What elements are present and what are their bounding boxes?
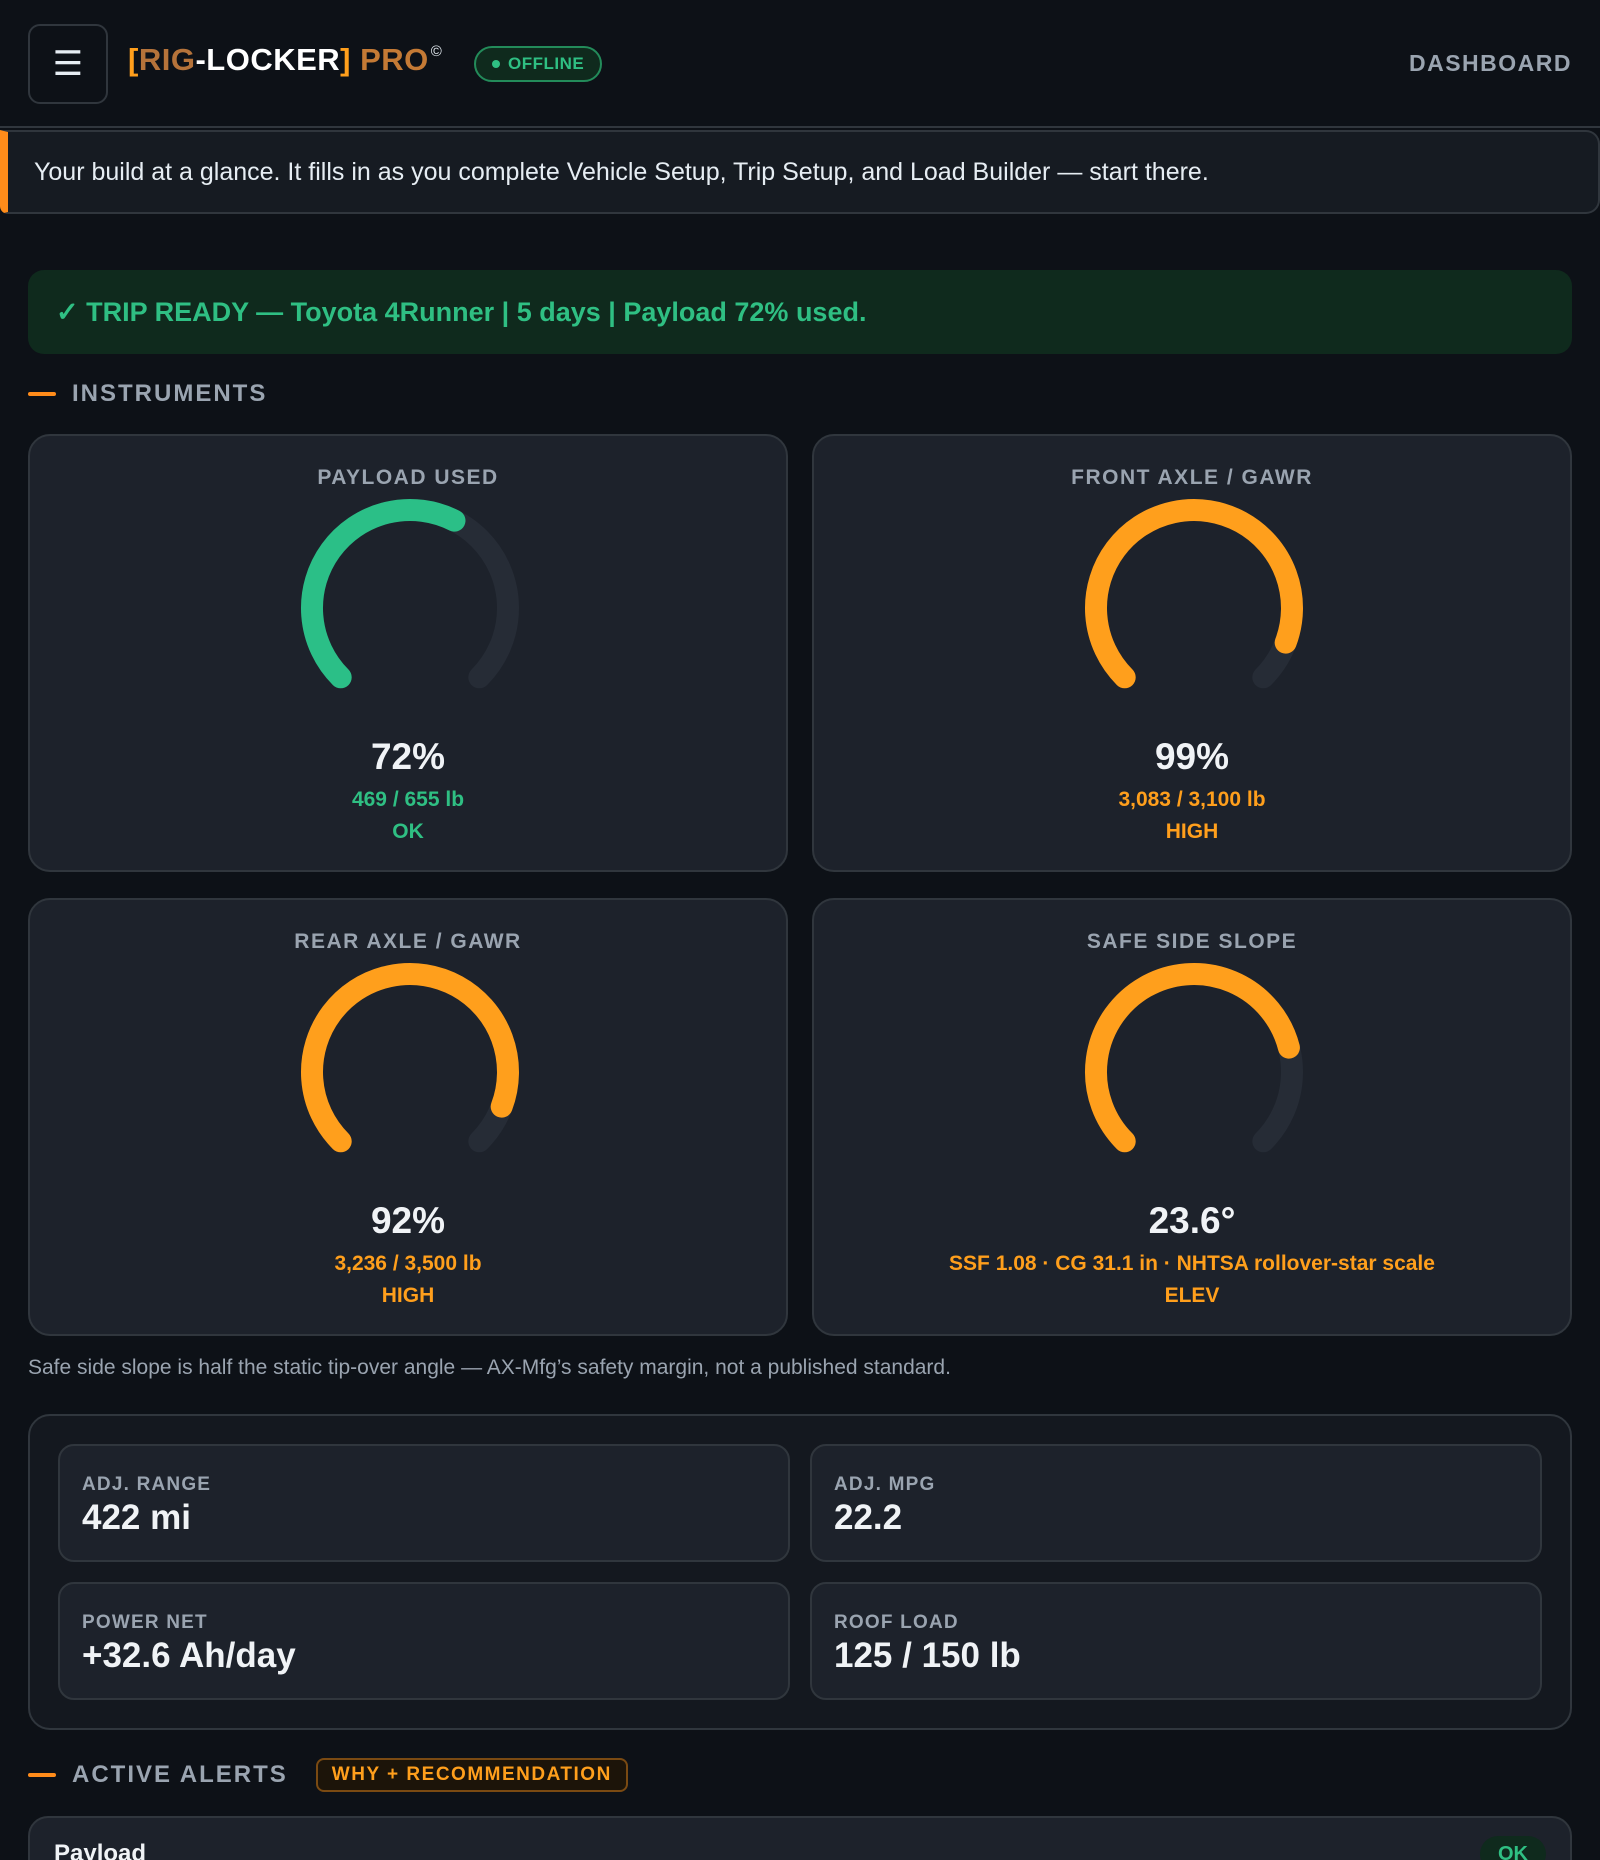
stat-power-net: POWER NET +32.6 Ah/day (58, 1582, 790, 1700)
gauge-value: 23.6° (1148, 1200, 1236, 1241)
gauge-fill-arc (1085, 963, 1300, 1153)
alert-status-badge: OK (1480, 1836, 1546, 1860)
gauge-fill-arc (1085, 499, 1303, 689)
trip-ready-text: ✓ TRIP READY — Toyota 4Runner | 5 days |… (56, 296, 867, 327)
gauge-fill-arc (301, 499, 466, 689)
brand-logo: [RIG-LOCKER] PRO © (128, 42, 443, 77)
stats-panel: ADJ. RANGE 422 mi ADJ. MPG 22.2 POWER NE… (28, 1414, 1572, 1730)
gauge-card-side-slope: SAFE SIDE SLOPE 23.6° SSF 1.08 · CG 31.1… (812, 898, 1572, 1336)
stat-value: 22.2 (834, 1498, 903, 1537)
offline-status-badge: OFFLINE (474, 46, 603, 82)
payload-gauge (301, 499, 519, 689)
status-dot-icon (492, 60, 500, 68)
gauge-detail: 469 / 655 lb (351, 788, 465, 811)
stat-roof-load: ROOF LOAD 125 / 150 lb (810, 1582, 1542, 1700)
front-axle-gauge (1085, 499, 1303, 689)
stat-value: +32.6 Ah/day (82, 1636, 296, 1675)
alerts-title: ACTIVE ALERTS (72, 1761, 288, 1788)
gauge-status: HIGH (1165, 820, 1219, 843)
intro-callout: Your build at a glance. It fills in as y… (0, 130, 1600, 214)
instruments-title: INSTRUMENTS (72, 380, 268, 407)
gauge-detail: 3,236 / 3,500 lb (334, 1252, 482, 1275)
gauge-card-rear-axle: REAR AXLE / GAWR 92% 3,236 / 3,500 lb HI… (28, 898, 788, 1336)
gauge-title: REAR AXLE / GAWR (294, 930, 522, 953)
stat-value: 422 mi (82, 1498, 191, 1537)
stat-adj-mpg: ADJ. MPG 22.2 (810, 1444, 1542, 1562)
slope-footnote: Safe side slope is half the static tip-o… (28, 1356, 951, 1379)
gauge-title: SAFE SIDE SLOPE (1086, 930, 1298, 953)
stat-value: 125 / 150 lb (834, 1636, 1021, 1675)
section-accent-dash (28, 1773, 56, 1777)
app-header: ☰ [RIG-LOCKER] PRO © OFFLINE DASHBOARD (0, 0, 1600, 128)
gauge-title: PAYLOAD USED (317, 466, 499, 489)
gauge-value: 72% (370, 736, 446, 777)
gauge-value: 99% (1154, 736, 1230, 777)
offline-status-label: OFFLINE (508, 54, 585, 73)
stat-label: ADJ. RANGE (82, 1474, 212, 1495)
alert-card-payload[interactable]: Payload OK (28, 1816, 1572, 1860)
hamburger-icon: ☰ (52, 44, 84, 84)
side-slope-gauge (1085, 963, 1303, 1153)
gauge-status: ELEV (1164, 1284, 1220, 1307)
nav-dashboard-link[interactable]: DASHBOARD (1409, 50, 1572, 76)
why-recommendation-toggle[interactable]: WHY + RECOMMENDATION (315, 1758, 628, 1792)
gauge-detail: SSF 1.08 · CG 31.1 in · NHTSA rollover-s… (949, 1252, 1435, 1275)
intro-text: Your build at a glance. It fills in as y… (34, 157, 1209, 186)
section-accent-dash (28, 392, 56, 396)
rear-axle-gauge (301, 963, 519, 1153)
instruments-section-header: INSTRUMENTS (28, 380, 267, 408)
copyright-mark: © (430, 43, 443, 60)
gauge-card-front-axle: FRONT AXLE / GAWR 99% 3,083 / 3,100 lb H… (812, 434, 1572, 872)
stat-label: POWER NET (82, 1612, 208, 1633)
alerts-section-header: ACTIVE ALERTS WHY + RECOMMENDATION (28, 1758, 628, 1792)
gauge-card-payload: PAYLOAD USED 72% 469 / 655 lb OK (28, 434, 788, 872)
alert-title: Payload (54, 1840, 147, 1860)
gauge-value: 92% (370, 1200, 446, 1241)
gauge-status: OK (392, 820, 424, 843)
gauge-fill-arc (301, 963, 519, 1153)
gauge-title: FRONT AXLE / GAWR (1071, 466, 1313, 489)
gauge-detail: 3,083 / 3,100 lb (1118, 788, 1266, 811)
gauge-status: HIGH (381, 1284, 435, 1307)
menu-button[interactable]: ☰ (28, 24, 108, 104)
stat-label: ROOF LOAD (834, 1612, 959, 1633)
trip-ready-banner: ✓ TRIP READY — Toyota 4Runner | 5 days |… (28, 270, 1572, 354)
stat-label: ADJ. MPG (834, 1474, 936, 1495)
stat-adj-range: ADJ. RANGE 422 mi (58, 1444, 790, 1562)
